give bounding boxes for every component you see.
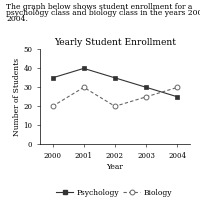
Text: The graph below shows student enrollment for a: The graph below shows student enrollment… [6, 3, 192, 11]
Text: psychology class and biology class in the years 2000-: psychology class and biology class in th… [6, 9, 200, 17]
X-axis label: Year: Year [107, 163, 123, 171]
Legend: Psychology, Biology: Psychology, Biology [53, 186, 175, 200]
Y-axis label: Number of Students: Number of Students [13, 58, 21, 136]
Text: 2004.: 2004. [6, 15, 28, 23]
Title: Yearly Student Enrollment: Yearly Student Enrollment [54, 38, 176, 47]
